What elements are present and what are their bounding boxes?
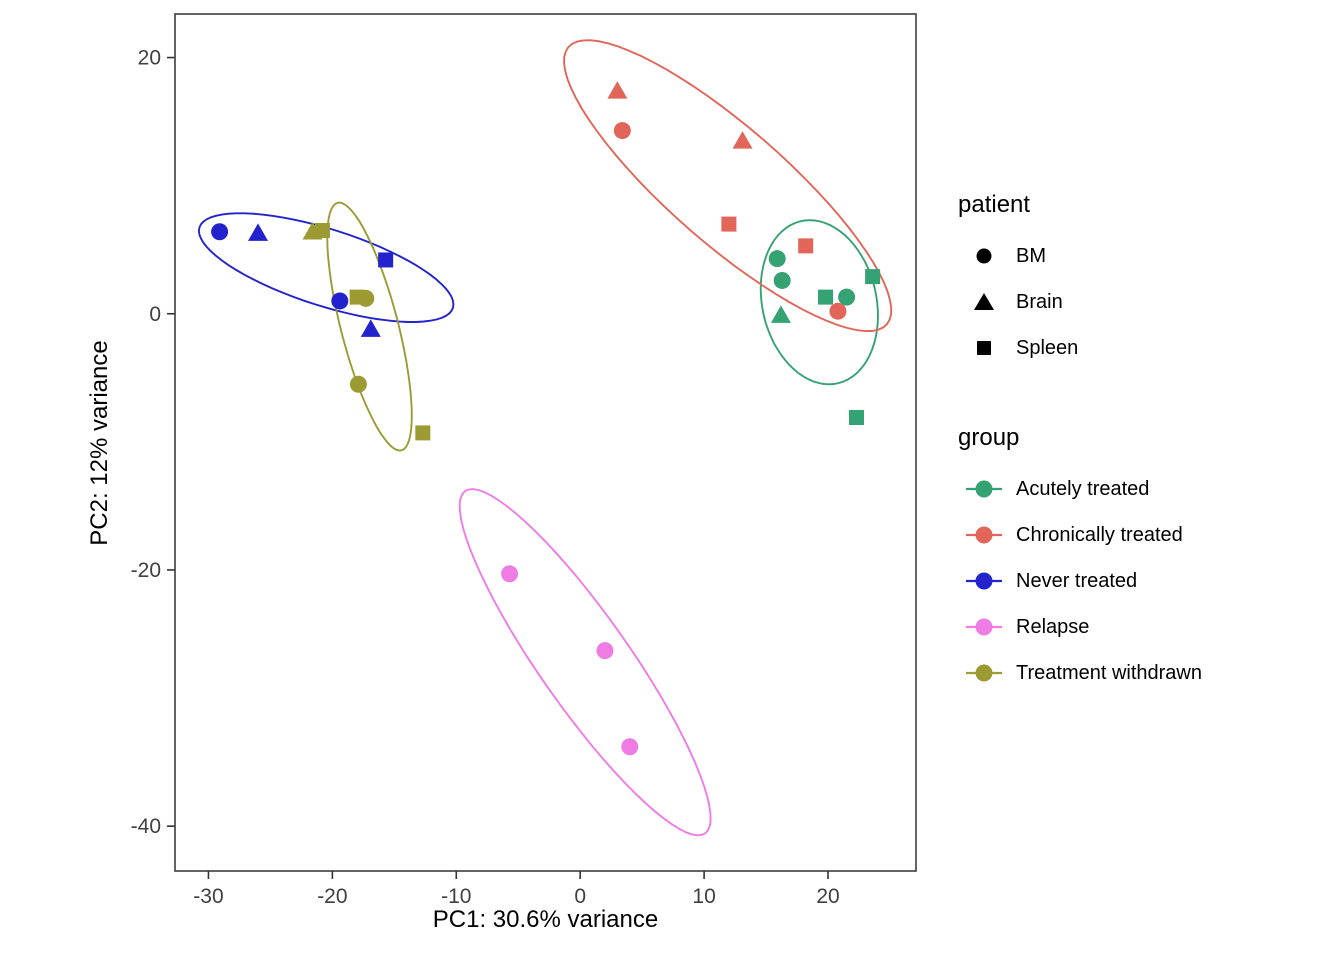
legend-item-spleen: Spleen [958, 325, 1202, 371]
confidence-ellipse-never-treated [197, 212, 455, 323]
point-chronically-treated-brain [607, 81, 628, 99]
legend-group-items: Acutely treated Chronically treated Never … [958, 466, 1202, 696]
point-treatment-withdrawn-bm [349, 375, 367, 393]
point-chronically-treated-bm [829, 302, 847, 320]
point-relapse-bm [501, 565, 519, 583]
x-tick-label: 0 [574, 885, 586, 908]
point-chronically-treated-brain [732, 131, 753, 149]
legend-label-chronically-treated: Chronically treated [1016, 523, 1183, 546]
point-acutely-treated-bm [838, 288, 856, 306]
point-treatment-withdrawn-bm [357, 289, 375, 307]
legend-label-brain: Brain [1016, 290, 1063, 313]
legend-label-relapse: Relapse [1016, 615, 1090, 638]
point-acutely-treated-spleen [865, 269, 881, 285]
legend-label-spleen: Spleen [1016, 336, 1079, 359]
group-color-key-glyph [964, 524, 1004, 546]
legend-label-acutely-treated: Acutely treated [1016, 477, 1150, 500]
plot-panel [174, 13, 917, 872]
y-tick-label: 0 [149, 303, 161, 326]
point-acutely-treated-bm [768, 250, 786, 268]
group-color-key-glyph [964, 570, 1004, 592]
point-line-icon [966, 572, 1002, 590]
point-acutely-treated-brain [770, 305, 791, 323]
point-treatment-withdrawn-spleen [314, 222, 330, 238]
triangle-key-glyph [964, 290, 1004, 314]
point-chronically-treated-bm [613, 122, 631, 140]
x-tick-label: -30 [193, 885, 223, 908]
legend-item-brain: Brain [958, 279, 1202, 325]
legend-label-bm: BM [1016, 244, 1046, 267]
confidence-ellipse-treatment-withdrawn [326, 201, 413, 452]
y-axis-title: PC2: 12% variance [86, 340, 113, 546]
point-line-icon [966, 664, 1002, 682]
legend-item-acutely-treated: Acutely treated [958, 466, 1202, 512]
y-tick-label: -20 [131, 559, 161, 582]
y-tick-label: -40 [131, 815, 161, 838]
point-acutely-treated-spleen [818, 289, 834, 305]
group-color-key-glyph [964, 662, 1004, 684]
point-treatment-withdrawn-spleen [415, 425, 431, 441]
circle-icon [976, 248, 992, 264]
point-never-treated-brain [360, 319, 381, 337]
point-relapse-bm [621, 738, 639, 756]
point-never-treated-spleen [378, 252, 394, 268]
x-tick-label: -10 [441, 885, 471, 908]
legend-item-chronically-treated: Chronically treated [958, 512, 1202, 558]
confidence-ellipse-relapse [458, 488, 712, 837]
legend: patient BM Brain Spleen group Acutely trea… [958, 190, 1202, 696]
confidence-ellipse-chronically-treated [563, 39, 893, 333]
point-line-icon [966, 618, 1002, 636]
y-tick-label: 20 [138, 47, 161, 70]
circle-key-glyph [964, 244, 1004, 268]
point-acutely-treated-spleen [849, 410, 865, 426]
legend-item-bm: BM [958, 233, 1202, 279]
x-tick-label: 10 [692, 885, 715, 908]
point-chronically-treated-spleen [721, 216, 737, 232]
point-chronically-treated-spleen [798, 238, 814, 254]
group-color-key-glyph [964, 616, 1004, 638]
point-acutely-treated-bm [773, 271, 791, 289]
legend-section-group: group Acutely treated Chronically treated… [958, 423, 1202, 696]
legend-title-patient: patient [958, 191, 1031, 218]
legend-item-treatment-withdrawn: Treatment withdrawn [958, 650, 1202, 696]
legend-item-never-treated: Never treated [958, 558, 1202, 604]
point-never-treated-bm [331, 292, 349, 310]
legend-label-never-treated: Never treated [1016, 569, 1138, 592]
group-color-key-glyph [964, 478, 1004, 500]
square-icon [977, 341, 991, 355]
legend-patient-items: BM Brain Spleen [958, 233, 1202, 371]
point-never-treated-brain [248, 223, 269, 241]
point-relapse-bm [596, 642, 614, 660]
x-axis-title: PC1: 30.6% variance [432, 906, 659, 933]
point-line-icon [966, 480, 1002, 498]
point-line-icon [966, 526, 1002, 544]
legend-title-group: group [958, 424, 1020, 451]
x-tick-label: -20 [317, 885, 347, 908]
legend-item-relapse: Relapse [958, 604, 1202, 650]
x-tick-label: 20 [816, 885, 839, 908]
legend-label-treatment-withdrawn: Treatment withdrawn [1016, 661, 1202, 684]
square-key-glyph [964, 336, 1004, 360]
point-never-treated-bm [211, 223, 229, 241]
legend-section-patient: patient BM Brain Spleen [958, 190, 1202, 371]
triangle-icon [974, 293, 994, 310]
